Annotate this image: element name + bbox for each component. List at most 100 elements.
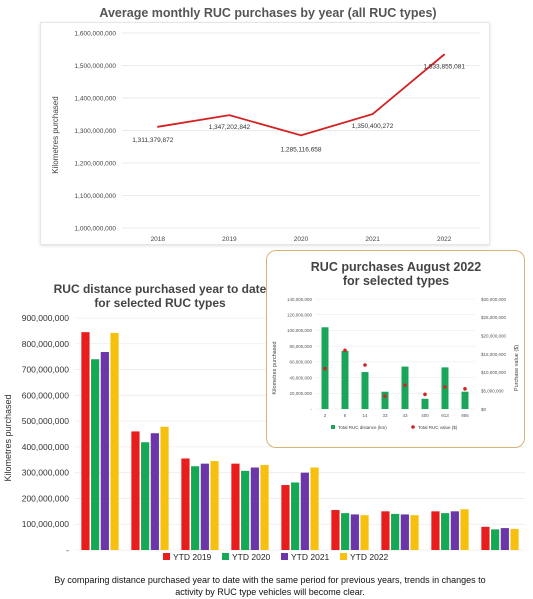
chart1-data-label: 1,533,855,081	[423, 63, 465, 70]
chart2-bar	[160, 426, 169, 550]
chart1-xtick-label: 2019	[222, 236, 237, 243]
chart3-ytick-label: 40,000,000	[289, 375, 312, 380]
chart3-bar	[401, 366, 409, 409]
chart2-title-line1: RUC distance purchased year to date	[54, 282, 267, 296]
chart2-bar	[400, 514, 409, 550]
chart1-title-area: Average monthly RUC purchases by year (a…	[99, 6, 436, 20]
chart2-bar	[331, 510, 340, 550]
chart2-ytick-label: -	[66, 545, 69, 555]
chart3-value-dot	[383, 394, 387, 398]
chart3-legend-label: Total RUC distance (km)	[338, 425, 387, 430]
chart3-ytick-label: 120,000,000	[287, 313, 313, 318]
chart3-title-line1: RUC purchases August 2022	[311, 260, 481, 274]
chart1-data-label: 1,285,116,658	[280, 146, 321, 153]
chart3-value-dot	[423, 392, 427, 397]
chart2-bar	[431, 511, 440, 550]
chart3-value-dot	[443, 385, 447, 389]
chart2-bar	[281, 485, 290, 550]
chart2-legend-swatch	[163, 553, 170, 560]
chart2-bar	[341, 513, 350, 550]
chart2-bar	[181, 458, 190, 550]
chart2-bar	[191, 466, 200, 550]
chart2-title-line2: for selected RUC types	[94, 296, 226, 310]
chart2-bar	[410, 515, 419, 550]
chart3-y2tick-label: $25,000,000	[481, 315, 507, 320]
chart2-bar	[131, 431, 140, 550]
chart1-series-line	[157, 53, 445, 137]
chart2-ytick-label: 700,000,000	[22, 365, 70, 375]
chart3-y2tick-label: $15,000,000	[481, 352, 507, 357]
chart2-bar	[510, 528, 519, 550]
chart1-ytick-label: 1,200,000,000	[74, 161, 116, 168]
chart3-value-dot	[403, 383, 407, 387]
chart3-ytick-label: 60,000,000	[289, 360, 312, 365]
chart1-ytick-label: 1,600,000,000	[74, 31, 116, 38]
chart2-bar	[231, 463, 240, 550]
chart3-ytick-label: 20,000,000	[289, 391, 312, 396]
chart1-ytick-label: 1,500,000,000	[74, 63, 116, 70]
chart3-legend-swatch	[331, 425, 335, 429]
chart1-ylabel: Kilometres purchased	[51, 96, 60, 173]
chart3-y2tick-label: $20,000,000	[481, 333, 507, 338]
chart2-ytick-label: 100,000,000	[22, 519, 70, 529]
chart3-xtick-label: 956	[461, 413, 469, 418]
chart3-xtick-label: 43	[402, 413, 408, 418]
chart3-xtick-label: 2	[324, 413, 327, 418]
chart3-y2tick-label: $0	[481, 407, 487, 412]
chart3-ylabel-left: Kilometres purchased	[272, 341, 278, 394]
chart2-ytick-label: 500,000,000	[22, 416, 70, 426]
chart3-ytick-label: 140,000,000	[287, 297, 313, 302]
chart3-bar	[421, 398, 429, 409]
chart3-xtick-label: 33	[382, 413, 388, 418]
chart2-legend-label: YTD 2020	[232, 552, 271, 562]
chart3-title-line2: for selected types	[343, 274, 449, 288]
chart1-data-point	[157, 126, 159, 128]
chart3-xtick-label: 14	[362, 413, 368, 418]
chart2-bar	[481, 526, 490, 550]
chart1-ytick-label: 1,100,000,000	[74, 193, 116, 200]
chart3-y2tick-label: $10,000,000	[481, 370, 507, 375]
chart1-xtick-label: 2020	[294, 236, 309, 243]
chart2-bar	[100, 352, 109, 550]
chart2-bar	[91, 359, 100, 550]
chart2-bar	[241, 470, 250, 550]
chart2-bar	[460, 509, 469, 550]
chart2-ytick-label: 200,000,000	[22, 493, 70, 503]
chart1-title: Average monthly RUC purchases by year (a…	[99, 6, 436, 20]
chart2-ytick-label: 600,000,000	[22, 390, 70, 400]
chart1-plot: Kilometres purchased 1,000,000,000 1,100,…	[51, 31, 480, 243]
chart2-legend-label: YTD 2021	[291, 552, 330, 562]
chart2-ytick-label: 900,000,000	[22, 313, 70, 323]
chart-caption: By comparing distance purchased year to …	[54, 575, 486, 597]
chart2-legend-swatch	[222, 553, 229, 560]
chart2-bar	[350, 514, 359, 550]
chart2-ylabel: Kilometres purchased	[3, 394, 13, 481]
chart2-legend-swatch	[281, 553, 288, 560]
chart1-data-point	[371, 113, 374, 115]
chart2-plot: RUC distance purchased year to date for …	[3, 282, 525, 562]
chart2-bar	[381, 511, 390, 550]
chart3-legend-swatch	[411, 425, 415, 429]
chart2-bar	[360, 515, 369, 550]
chart1-ytick-label: 1,000,000,000	[74, 226, 116, 233]
chart3-y2tick-label: $5,000,000	[481, 388, 504, 393]
chart3-ytick-label: 80,000,000	[289, 344, 312, 349]
chart2-bar	[260, 464, 269, 550]
chart2-ytick-label: 800,000,000	[22, 339, 70, 349]
chart2-ytick-label: 400,000,000	[22, 442, 70, 452]
chart1-data-label: 1,350,400,272	[352, 123, 394, 130]
chart3-xtick-label: 913	[441, 413, 449, 418]
average-monthly-ruc-chart: Average monthly RUC purchases by year (a…	[40, 0, 490, 250]
chart3-ytick-label: 100,000,000	[287, 328, 313, 333]
chart2-bar	[291, 482, 300, 550]
chart3-xtick-label: 6	[344, 413, 347, 418]
chart1-ytick-label: 1,300,000,000	[74, 128, 116, 135]
chart1-frame	[40, 22, 490, 245]
chart2-legend-label: YTD 2022	[350, 552, 389, 562]
chart1-data-point	[300, 134, 302, 137]
chart3-value-dot	[343, 348, 347, 353]
chart3-value-dot	[323, 366, 327, 371]
chart2-bar	[250, 467, 259, 550]
chart2-bar	[391, 513, 400, 550]
chart3-bar	[381, 391, 389, 409]
